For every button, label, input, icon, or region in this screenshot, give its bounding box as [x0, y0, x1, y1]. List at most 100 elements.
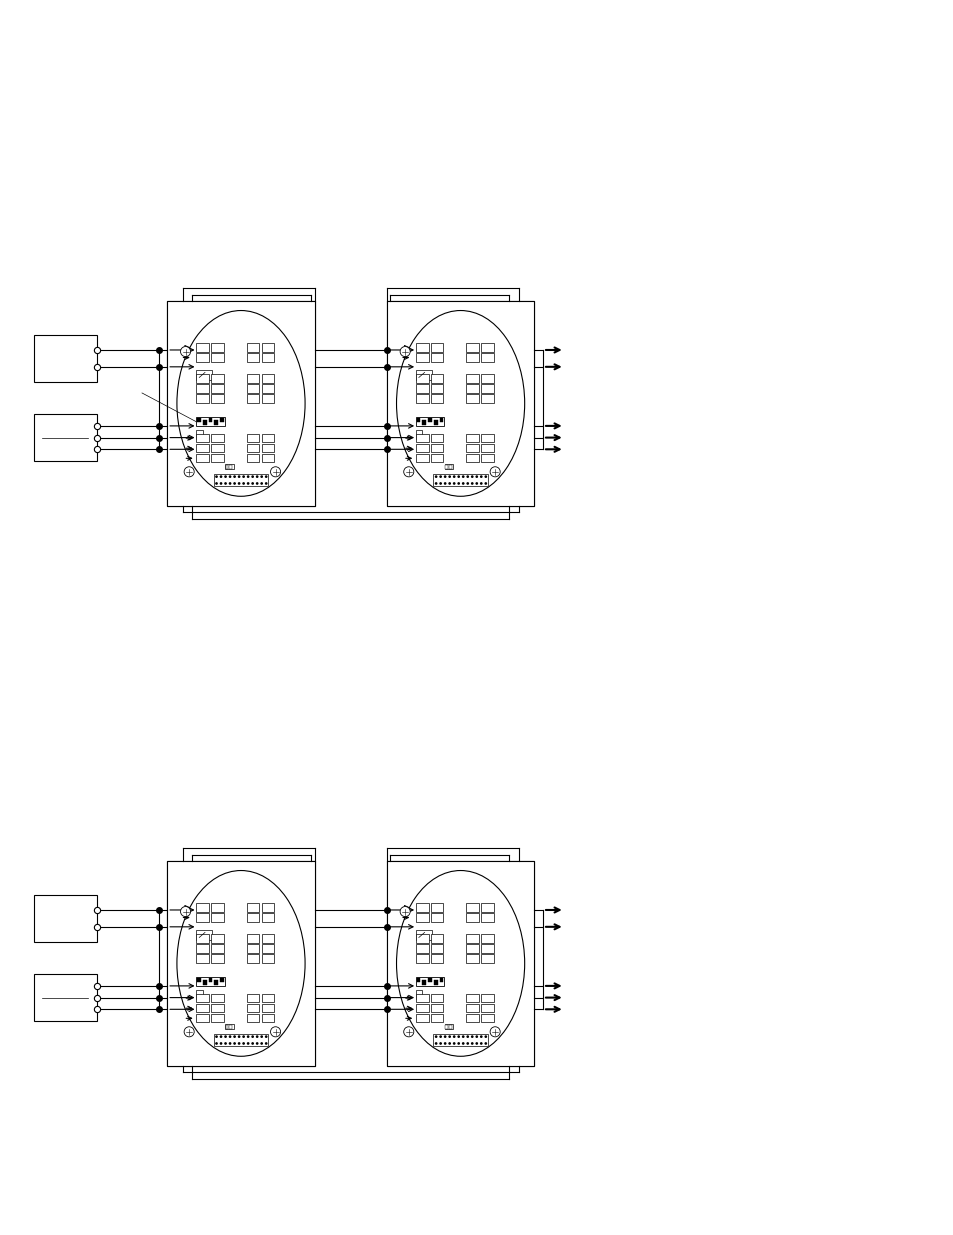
Circle shape — [238, 475, 239, 477]
Bar — [247, 903, 259, 911]
Bar — [211, 903, 224, 911]
Bar — [247, 914, 259, 921]
Circle shape — [439, 1036, 441, 1037]
Bar — [480, 384, 494, 393]
Bar — [480, 945, 494, 952]
Bar — [196, 353, 209, 362]
Circle shape — [462, 1036, 463, 1037]
Bar — [416, 955, 428, 962]
Bar — [261, 454, 274, 462]
Circle shape — [238, 1042, 239, 1044]
Bar — [416, 384, 428, 393]
Circle shape — [490, 467, 499, 477]
Circle shape — [485, 1042, 486, 1044]
Circle shape — [444, 1042, 445, 1044]
Bar — [416, 930, 432, 940]
Bar — [416, 990, 422, 999]
Circle shape — [453, 483, 455, 484]
Bar — [225, 1025, 228, 1029]
Bar — [430, 374, 443, 383]
Circle shape — [261, 483, 262, 484]
Bar — [247, 1014, 259, 1023]
Bar — [466, 353, 478, 362]
Circle shape — [215, 1042, 217, 1044]
Bar — [430, 1014, 443, 1023]
Circle shape — [229, 1042, 231, 1044]
Circle shape — [471, 475, 473, 477]
Bar — [211, 914, 224, 921]
Bar — [261, 1014, 274, 1023]
Bar — [209, 978, 213, 982]
Circle shape — [439, 475, 441, 477]
Bar — [33, 895, 97, 942]
Bar — [416, 417, 420, 422]
Bar — [196, 1004, 209, 1013]
Ellipse shape — [176, 871, 305, 1056]
Bar — [261, 445, 274, 452]
Circle shape — [225, 475, 226, 477]
Bar — [480, 343, 494, 352]
Bar — [466, 445, 478, 452]
Bar — [230, 1025, 233, 1029]
Circle shape — [261, 475, 262, 477]
Bar — [430, 445, 443, 452]
Circle shape — [225, 483, 226, 484]
Bar — [196, 930, 212, 940]
Circle shape — [435, 1036, 436, 1037]
Circle shape — [256, 475, 257, 477]
Bar — [466, 454, 478, 462]
Circle shape — [439, 1042, 441, 1044]
Circle shape — [256, 483, 257, 484]
Bar — [261, 384, 274, 393]
Circle shape — [180, 347, 191, 357]
Circle shape — [435, 475, 436, 477]
Bar — [211, 1014, 224, 1023]
Bar — [416, 394, 428, 403]
Bar — [230, 464, 233, 468]
Ellipse shape — [396, 871, 524, 1056]
Circle shape — [238, 1036, 239, 1037]
Bar — [211, 955, 224, 962]
Bar — [261, 945, 274, 952]
Bar — [33, 335, 97, 382]
Circle shape — [457, 483, 458, 484]
Circle shape — [471, 483, 473, 484]
Circle shape — [243, 1036, 244, 1037]
Circle shape — [220, 1042, 221, 1044]
Circle shape — [457, 1042, 458, 1044]
Bar — [196, 994, 209, 1003]
Bar — [416, 417, 444, 426]
Circle shape — [480, 1042, 481, 1044]
Bar — [439, 978, 443, 982]
Bar — [197, 978, 201, 982]
Bar — [480, 353, 494, 362]
Bar — [416, 934, 428, 942]
Circle shape — [467, 1042, 468, 1044]
Bar — [261, 433, 274, 442]
Circle shape — [215, 483, 217, 484]
Circle shape — [247, 1036, 249, 1037]
Bar — [416, 914, 428, 921]
Bar — [480, 903, 494, 911]
Bar — [261, 914, 274, 921]
Bar — [416, 903, 428, 911]
Circle shape — [252, 1036, 253, 1037]
Circle shape — [439, 483, 441, 484]
Circle shape — [220, 1036, 221, 1037]
Bar — [213, 474, 268, 487]
Bar — [261, 994, 274, 1003]
Circle shape — [480, 1036, 481, 1037]
Bar — [203, 981, 207, 986]
Bar — [430, 994, 443, 1003]
Circle shape — [453, 1042, 455, 1044]
Circle shape — [265, 483, 267, 484]
Bar — [434, 981, 437, 986]
Circle shape — [215, 475, 217, 477]
Bar — [196, 433, 209, 442]
Bar — [466, 343, 478, 352]
Bar — [416, 977, 444, 987]
Bar — [416, 370, 432, 379]
Ellipse shape — [396, 310, 524, 496]
Bar — [416, 978, 420, 982]
Bar — [261, 903, 274, 911]
